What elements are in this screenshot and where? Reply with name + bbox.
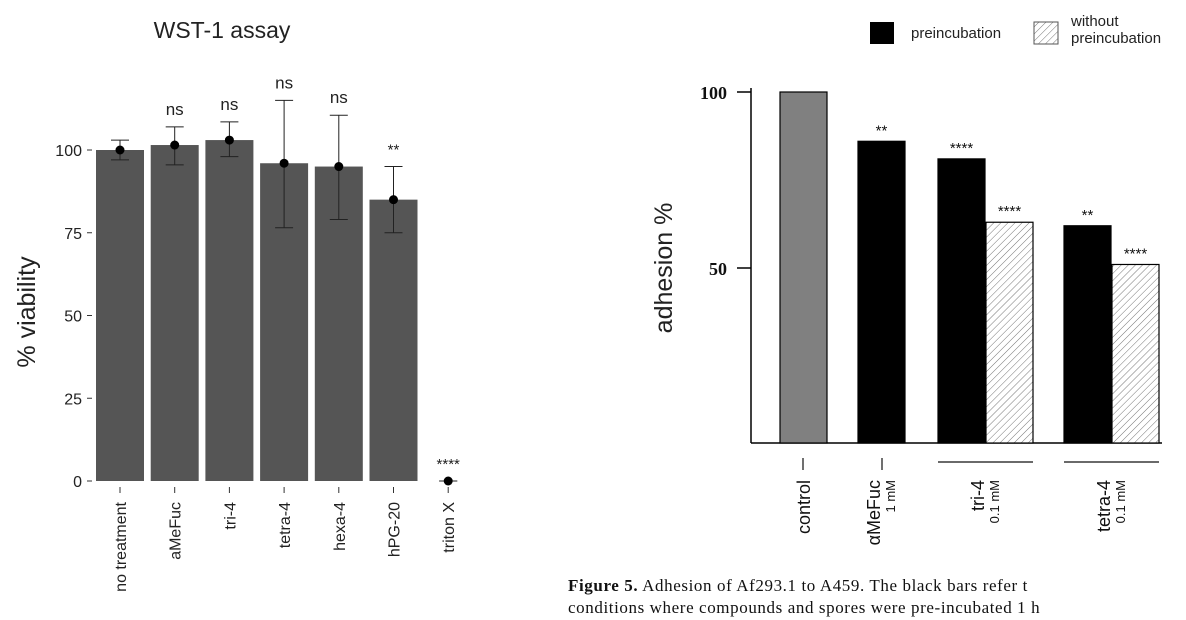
adhesion-significance-label: ** — [1082, 207, 1094, 224]
wst1-category-label: triton X — [441, 502, 458, 553]
wst1-significance-label: ns — [220, 95, 238, 114]
adhesion-bar — [1063, 225, 1112, 444]
wst1-category-label: hPG-20 — [387, 502, 404, 557]
adhesion-bar — [985, 221, 1034, 444]
adhesion-significance-label: **** — [1124, 245, 1148, 262]
legend-label-without-preincubation: without preincubation — [1070, 13, 1161, 47]
wst1-category-labels: no treatment aMeFuc tri-4 tetra-4 hexa-4 hPG-… — [113, 487, 458, 592]
wst1-category-label: tri-4 — [222, 502, 239, 530]
adhesion-category-label: control — [794, 480, 814, 534]
wst1-significance-label: **** — [437, 456, 461, 473]
adhesion-significance-label: ** — [876, 122, 888, 139]
wst1-y-tick-label: 25 — [64, 391, 82, 408]
wst1-mean-point — [115, 145, 125, 155]
adhesion-bars: ********** ****** — [779, 91, 1160, 444]
adhesion-significance-label: **** — [998, 203, 1022, 220]
wst1-mean-point — [170, 140, 180, 150]
caption-line2: conditions where compounds and spores we… — [568, 598, 1041, 617]
wst1-category-label: hexa-4 — [332, 502, 349, 551]
wst1-y-tick-label: 0 — [73, 474, 82, 491]
wst1-category-label: aMeFuc — [168, 502, 185, 560]
wst1-significance-label: ns — [330, 88, 348, 107]
adhesion-bar — [937, 158, 986, 444]
wst1-significance-label: ** — [388, 142, 400, 159]
wst1-significance-label: ns — [166, 100, 184, 119]
figure-caption: Figure 5. Adhesion of Af293.1 to A459. T… — [568, 575, 1186, 620]
wst1-y-tick-label: 75 — [64, 226, 82, 243]
adhesion-category-sublabel: 0.1 mM — [987, 480, 1002, 523]
wst1-y-tick-label: 50 — [64, 309, 82, 326]
adhesion-y-tick-label: 100 — [700, 83, 727, 103]
adhesion-y-tick-label: 50 — [709, 259, 727, 279]
wst1-y-ticks: 0 25 50 75 100 — [55, 143, 92, 491]
legend-swatch-without-preincubation — [1033, 21, 1059, 45]
wst1-mean-point — [389, 195, 398, 205]
wst1-bar — [96, 150, 144, 481]
wst1-mean-point — [224, 135, 234, 145]
adhesion-significance-label: **** — [950, 140, 974, 157]
adhesion-bar — [857, 140, 906, 444]
wst1-category-label: no treatment — [113, 501, 130, 591]
adhesion-category-sublabel: 1 mM — [883, 480, 898, 513]
adhesion-chart: preincubation without preincubation adhe… — [650, 13, 1162, 545]
wst1-bar — [205, 140, 254, 481]
adhesion-category-label: tri-4 — [968, 480, 988, 511]
adhesion-legend: preincubation without preincubation — [870, 13, 1161, 47]
wst1-mean-point — [334, 162, 344, 172]
adhesion-bar — [779, 91, 828, 444]
wst1-y-axis-label: % viability — [13, 256, 41, 368]
adhesion-y-axis-label: adhesion % — [650, 203, 678, 334]
caption-bold: Figure 5. — [568, 576, 639, 595]
wst1-bar — [369, 199, 418, 481]
caption-line1: Adhesion of Af293.1 to A459. The black b… — [638, 576, 1028, 595]
wst1-mean-point — [443, 476, 453, 486]
wst1-significance-label: ns — [275, 73, 293, 92]
wst1-bar — [150, 145, 199, 481]
legend-label-preincubation: preincubation — [911, 25, 1001, 42]
adhesion-category-sublabel: 0.1 mM — [1113, 480, 1128, 523]
adhesion-category-label: αMeFuc — [864, 480, 884, 545]
wst1-chart: WST-1 assay % viability 0 25 50 75 100 ns ns n… — [13, 17, 460, 592]
wst1-category-label: tetra-4 — [277, 502, 294, 548]
legend-swatch-preincubation — [870, 22, 894, 44]
wst1-y-tick-label: 100 — [55, 143, 82, 160]
adhesion-category-label: tetra-4 — [1094, 480, 1114, 532]
adhesion-bar — [1111, 263, 1160, 444]
adhesion-category-labels: control αMeFuc 1 mM tri-4 0.1 mM tetra-4 0.1 m… — [794, 458, 1159, 545]
wst1-mean-point — [279, 158, 289, 168]
wst1-title: WST-1 assay — [154, 17, 291, 43]
